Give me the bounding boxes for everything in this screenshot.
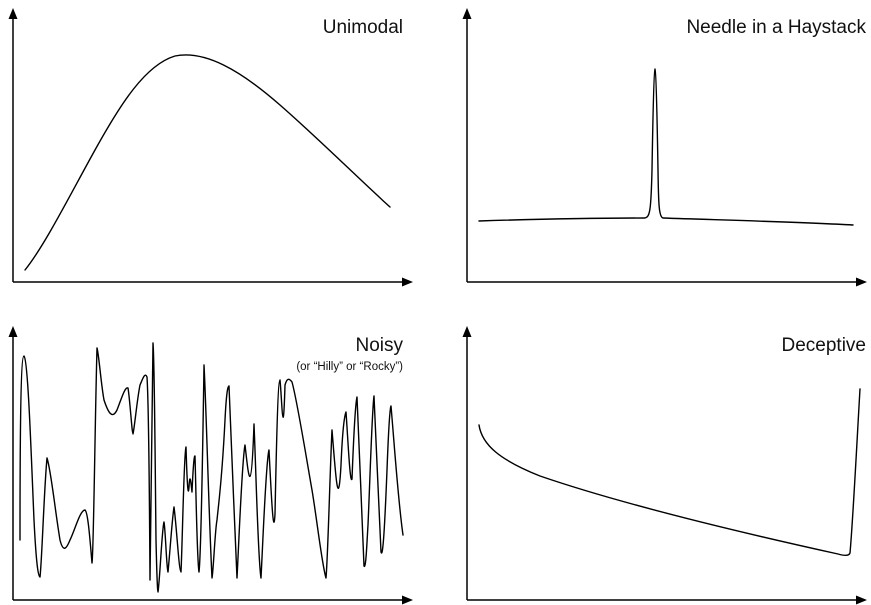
deceptive-curve	[478, 388, 861, 557]
panel-title: Noisy	[355, 335, 403, 356]
panel-noisy: Noisy (or “Hilly” or “Rocky”)	[8, 326, 413, 605]
unimodal-curve	[24, 54, 391, 271]
panel-title: Needle in a Haystack	[686, 17, 866, 38]
x-axis-arrow-icon	[856, 595, 867, 605]
x-axis-arrow-icon	[402, 277, 413, 287]
panel-title: Deceptive	[782, 335, 867, 356]
panel-subtitle: (or “Hilly” or “Rocky”)	[296, 361, 403, 373]
x-axis-arrow-icon	[402, 595, 413, 605]
panel-deceptive: Deceptive	[462, 326, 867, 605]
y-axis-arrow-icon	[8, 326, 18, 337]
y-axis-arrow-icon	[8, 8, 18, 19]
panel-title: Unimodal	[323, 17, 403, 38]
y-axis-arrow-icon	[462, 8, 472, 19]
noisy-curve	[19, 342, 404, 593]
y-axis-arrow-icon	[462, 326, 472, 337]
x-axis-arrow-icon	[856, 277, 867, 287]
panel-needle-in-a-haystack: Needle in a Haystack	[462, 8, 867, 287]
needle-curve	[478, 68, 854, 226]
panel-unimodal: Unimodal	[8, 8, 413, 287]
